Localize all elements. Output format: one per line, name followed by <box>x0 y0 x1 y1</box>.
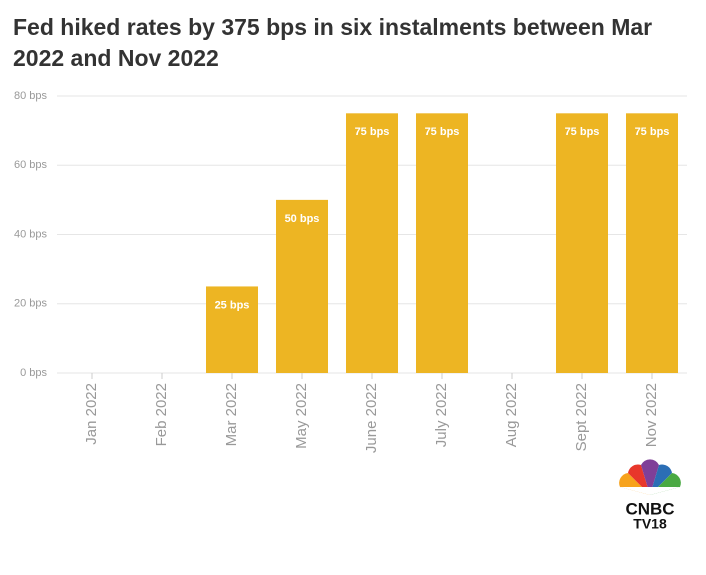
y-tick-label: 0 bps <box>20 367 47 379</box>
bar <box>556 113 608 373</box>
x-tick-label: Sept 2022 <box>573 383 590 451</box>
x-tick-label: Jan 2022 <box>83 383 100 445</box>
value-label: 75 bps <box>635 126 670 138</box>
x-tick-label: Mar 2022 <box>223 383 240 446</box>
y-tick-label: 60 bps <box>14 159 48 171</box>
value-label: 75 bps <box>565 126 600 138</box>
logo-text: TV18 <box>633 516 667 532</box>
x-tick-label: Nov 2022 <box>643 383 660 447</box>
logo: CNBC TV18 <box>619 459 681 532</box>
y-tick-label: 20 bps <box>14 298 48 310</box>
x-tick-label: July 2022 <box>433 383 450 447</box>
bar <box>276 199 328 373</box>
value-label: 75 bps <box>425 126 460 138</box>
value-label: 25 bps <box>215 299 250 311</box>
x-tick-label: Aug 2022 <box>503 383 520 447</box>
x-tick-label: Feb 2022 <box>153 383 170 446</box>
y-tick-label: 40 bps <box>14 228 48 240</box>
value-label: 50 bps <box>285 213 320 225</box>
x-tick-label: June 2022 <box>363 383 380 453</box>
value-label: 75 bps <box>355 126 390 138</box>
bar <box>626 113 678 373</box>
bar <box>416 113 468 373</box>
x-tick-label: May 2022 <box>293 383 310 449</box>
y-tick-label: 80 bps <box>14 90 48 102</box>
chart-title: Fed hiked rates by 375 bps in six instal… <box>13 14 653 71</box>
logo-text: CNBC <box>625 499 674 518</box>
bar <box>206 286 258 373</box>
bar <box>346 113 398 373</box>
